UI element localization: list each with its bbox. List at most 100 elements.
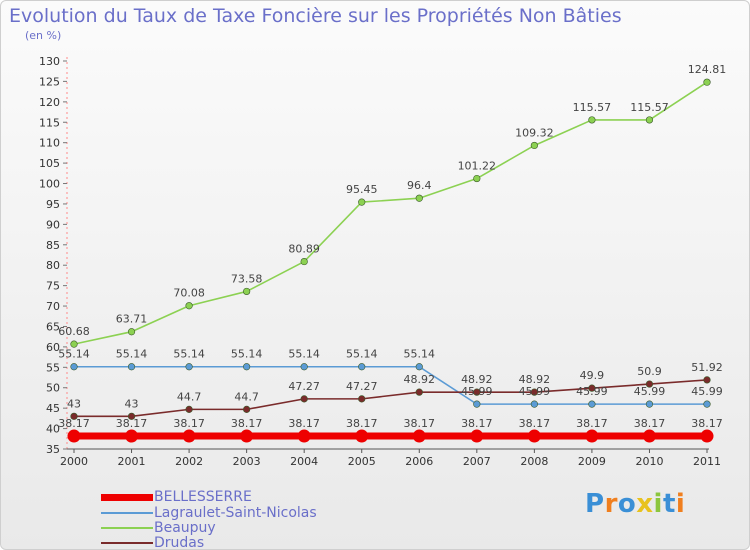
x-tick-label: 2005 [348, 455, 376, 468]
data-label: 45.99 [461, 385, 493, 398]
data-point [243, 287, 251, 296]
data-label: 55.14 [346, 348, 378, 361]
chart-title: Evolution du Taux de Taxe Foncière sur l… [9, 5, 622, 27]
data-label: 45.99 [576, 385, 608, 398]
data-point [125, 429, 139, 443]
data-label: 60.68 [58, 325, 90, 338]
data-label: 38.17 [519, 417, 551, 430]
data-label: 38.17 [691, 417, 723, 430]
x-tick-label: 2004 [290, 455, 318, 468]
data-point [530, 141, 538, 150]
x-tick-label: 2009 [578, 455, 606, 468]
logo-letter: P [585, 489, 605, 519]
data-point [415, 388, 423, 396]
data-point [70, 340, 78, 348]
data-point [358, 363, 366, 371]
logo-letter: i [675, 489, 686, 519]
data-point [473, 174, 481, 183]
logo-letter: t [662, 489, 676, 519]
data-point [412, 429, 426, 443]
x-tick-label: 2001 [118, 455, 146, 468]
data-label: 109.32 [515, 126, 554, 139]
series-line-3 [74, 379, 708, 418]
data-label: 44.7 [177, 390, 202, 403]
x-tick-label: 2010 [635, 455, 663, 468]
data-point [527, 429, 541, 443]
y-tick-label: 85 [46, 239, 60, 252]
y-tick-label: 115 [39, 116, 60, 129]
data-label: 50.9 [637, 365, 662, 378]
y-tick-label: 40 [46, 423, 60, 436]
data-label: 45.99 [519, 385, 551, 398]
data-label: 38.17 [116, 417, 148, 430]
data-point [588, 384, 596, 392]
data-point [700, 429, 714, 443]
data-point [243, 405, 251, 413]
data-point [645, 116, 654, 124]
data-point [358, 198, 366, 206]
data-label: 55.14 [58, 348, 90, 361]
data-point [645, 380, 654, 388]
data-point [642, 429, 656, 443]
legend-label: BELLESSERRE [154, 489, 252, 505]
data-point [127, 328, 136, 336]
x-tick-label: 2003 [233, 455, 261, 468]
data-label: 55.14 [173, 348, 205, 361]
y-tick-label: 95 [46, 198, 60, 211]
data-point [703, 400, 711, 408]
logo-letter: x [636, 489, 654, 519]
data-point [703, 376, 711, 384]
y-tick-label: 80 [46, 259, 60, 272]
data-point [473, 388, 481, 396]
data-label: 38.17 [346, 417, 378, 430]
data-label: 63.71 [116, 313, 148, 326]
x-tick-label: 2008 [520, 455, 548, 468]
data-label: 96.4 [407, 179, 432, 192]
data-label: 38.17 [634, 417, 666, 430]
data-point [300, 395, 308, 403]
data-label: 80.89 [288, 243, 320, 256]
data-label: 38.17 [173, 417, 205, 430]
data-point [300, 363, 308, 371]
data-point [70, 363, 78, 371]
data-point [703, 78, 711, 86]
data-label: 48.92 [519, 373, 551, 386]
legend-swatch [101, 542, 153, 544]
y-tick-label: 60 [46, 341, 60, 354]
data-label: 95.45 [346, 183, 378, 196]
data-label: 48.92 [404, 373, 436, 386]
data-label: 55.14 [288, 348, 320, 361]
data-point [645, 400, 654, 408]
data-point [588, 116, 596, 124]
data-label: 55.14 [231, 348, 263, 361]
y-tick-label: 35 [46, 443, 60, 456]
y-tick-label: 125 [39, 75, 60, 88]
series-line-2 [73, 81, 708, 345]
data-point [300, 257, 308, 266]
y-tick-label: 45 [46, 402, 60, 415]
data-point [127, 412, 136, 420]
proxiti-logo: Proxiti [585, 489, 685, 519]
data-point [355, 429, 369, 443]
data-label: 38.17 [461, 417, 493, 430]
chart-unit: (en %) [25, 29, 62, 42]
y-tick-label: 130 [39, 55, 60, 68]
data-label: 101.22 [458, 160, 497, 173]
data-point [530, 388, 538, 396]
data-label: 51.92 [691, 361, 723, 374]
data-label: 38.17 [576, 417, 608, 430]
data-point [243, 363, 251, 371]
data-label: 55.14 [116, 348, 148, 361]
data-label: 48.92 [461, 373, 493, 386]
y-tick-label: 75 [46, 280, 60, 293]
data-label: 45.99 [691, 385, 723, 398]
y-tick-label: 105 [39, 157, 60, 170]
data-label: 47.27 [288, 380, 320, 393]
y-tick-label: 110 [39, 137, 60, 150]
data-label: 115.57 [573, 101, 612, 114]
x-tick-label: 2006 [405, 455, 433, 468]
data-label: 38.17 [288, 417, 320, 430]
data-point [297, 429, 311, 443]
